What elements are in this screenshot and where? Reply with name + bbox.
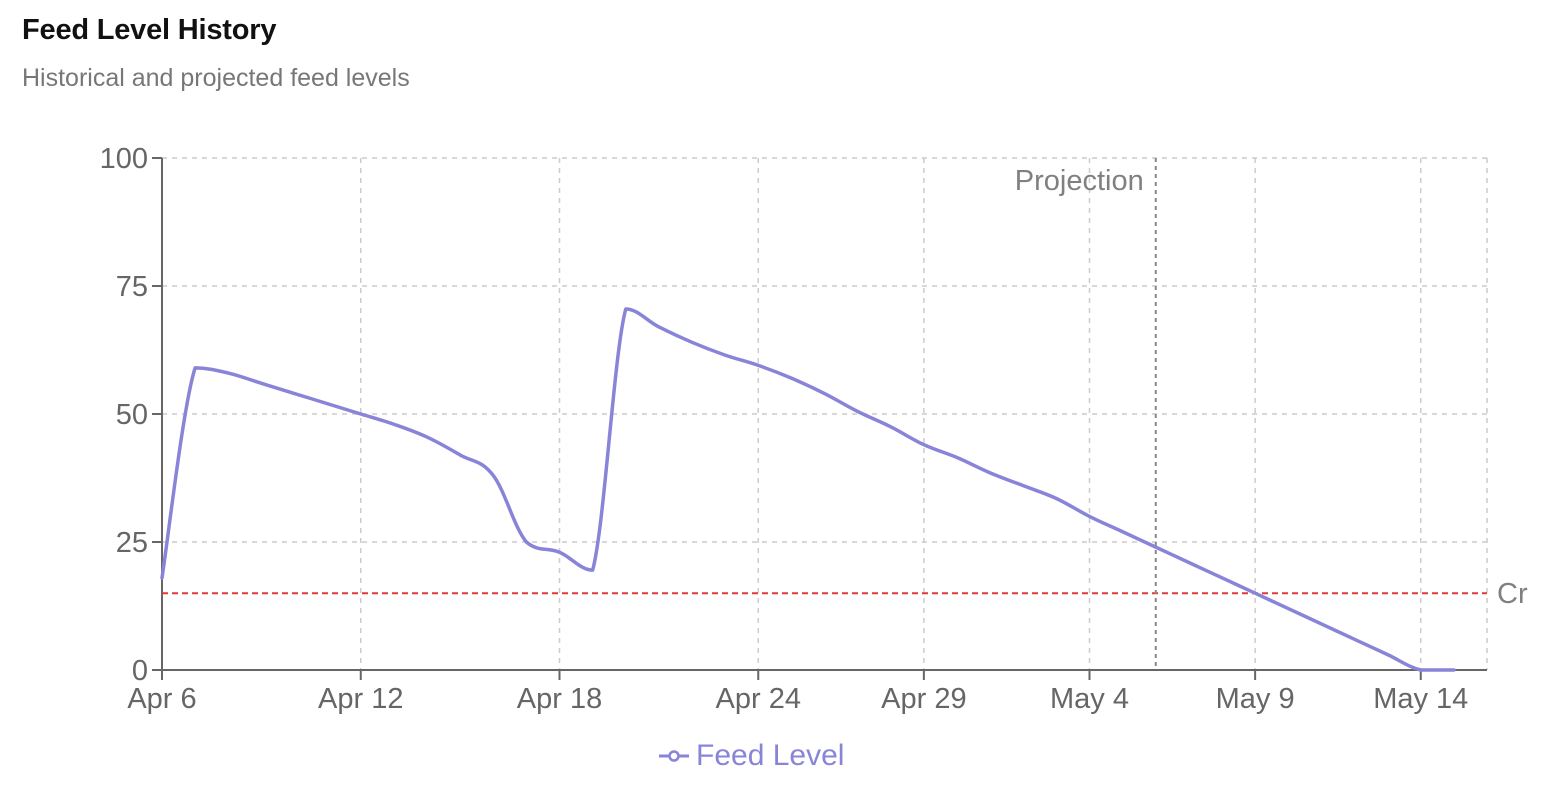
data-point — [1286, 607, 1290, 611]
feed-level-chart: 0 25 50 75 100 Apr 6 Apr 12 Apr 18 Apr 24 Apr 29 M… — [100, 143, 1528, 715]
x-tick-label: Apr 6 — [127, 683, 196, 715]
data-point — [359, 412, 363, 416]
data-point — [1319, 622, 1323, 626]
data-point — [1220, 576, 1224, 580]
chart-legend[interactable]: Feed Level — [658, 736, 844, 776]
data-point — [326, 402, 330, 406]
x-tick-label: Apr 12 — [318, 683, 403, 715]
data-point — [856, 409, 860, 413]
y-tick-label: 75 — [116, 271, 148, 303]
data-point — [1054, 496, 1058, 500]
data-point — [624, 307, 628, 311]
data-point — [690, 340, 694, 344]
data-point — [889, 425, 893, 429]
data-point — [193, 366, 197, 370]
data-point — [657, 325, 661, 329]
data-point — [392, 422, 396, 426]
data-point — [491, 473, 495, 477]
legend-line-marker-icon — [659, 750, 689, 762]
data-point — [1187, 560, 1191, 564]
data-point — [955, 456, 959, 460]
legend-label-feed-level: Feed Level — [696, 739, 845, 772]
data-point — [226, 371, 230, 375]
data-point — [1121, 530, 1125, 534]
data-point — [1021, 484, 1025, 488]
data-point — [558, 550, 562, 554]
data-point — [458, 453, 462, 457]
data-point — [1088, 514, 1092, 518]
chart-title: Feed Level History — [22, 14, 277, 46]
chart-subtitle: Historical and projected feed levels — [22, 64, 410, 92]
data-point — [1419, 668, 1423, 672]
series-line-feed-level — [160, 307, 1456, 672]
data-point — [259, 381, 263, 385]
y-tick-label: 0 — [132, 655, 148, 687]
data-point — [1452, 668, 1456, 672]
data-point — [922, 443, 926, 447]
y-tick-label: 100 — [100, 143, 148, 175]
series-points-feed-level — [160, 307, 1456, 672]
data-point — [1386, 653, 1390, 657]
data-point — [524, 540, 528, 544]
data-point — [160, 576, 164, 580]
data-point — [293, 392, 297, 396]
data-point — [723, 353, 727, 357]
data-point — [756, 363, 760, 367]
y-tick-label: 25 — [116, 527, 148, 559]
data-point — [1253, 591, 1257, 595]
data-point — [823, 392, 827, 396]
data-point — [425, 435, 429, 439]
critical-reference-label: Cr — [1497, 578, 1528, 610]
x-tick-label: May 14 — [1373, 683, 1468, 715]
data-point — [591, 568, 595, 572]
x-tick-label: May 9 — [1216, 683, 1295, 715]
data-point — [1353, 637, 1357, 641]
data-point — [988, 471, 992, 475]
x-tick-label: Apr 18 — [517, 683, 602, 715]
x-tick-label: Apr 29 — [881, 683, 966, 715]
projection-reference-label: Projection — [1015, 165, 1144, 197]
x-tick-label: Apr 24 — [716, 683, 801, 715]
data-point — [789, 376, 793, 380]
x-tick-label: May 4 — [1050, 683, 1129, 715]
data-point — [1154, 545, 1158, 549]
y-tick-label: 50 — [116, 399, 148, 431]
